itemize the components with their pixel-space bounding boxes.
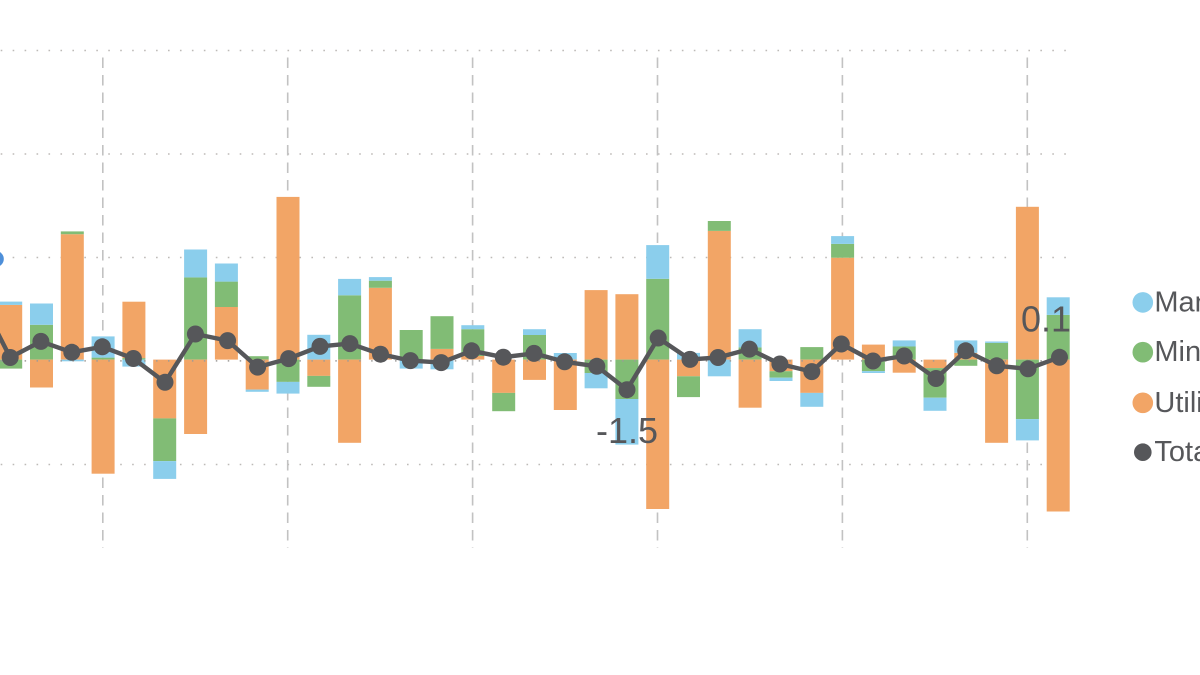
svg-text:-1.5: -1.5 <box>596 410 658 451</box>
svg-text:Utilities: Utilities <box>1154 387 1200 419</box>
svg-text:Manufacturing: Manufacturing <box>1154 286 1200 318</box>
svg-text:0.1: 0.1 <box>1021 299 1071 340</box>
svg-text:Mining: Mining <box>1154 336 1200 368</box>
svg-text:Total: Total <box>1154 436 1200 468</box>
